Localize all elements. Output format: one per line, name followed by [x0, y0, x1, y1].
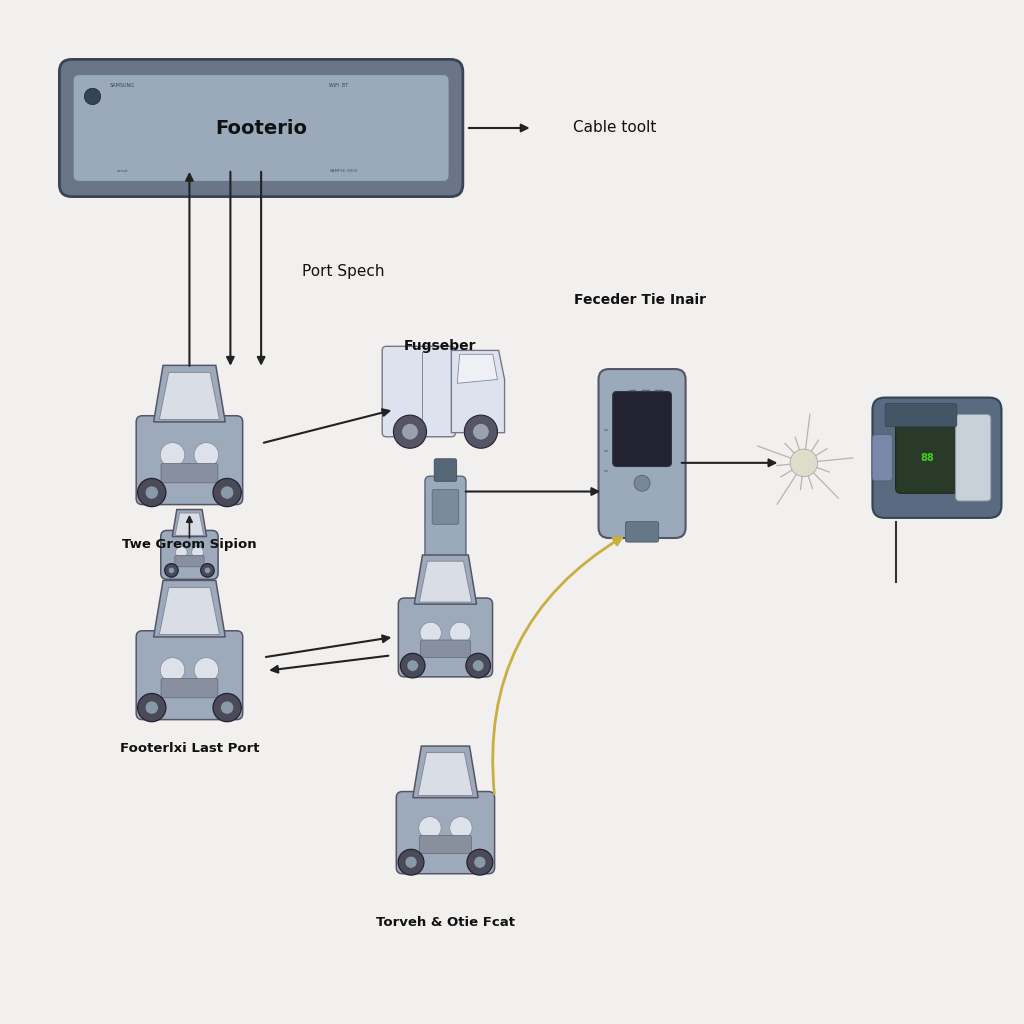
Text: Twe Greom Sipion: Twe Greom Sipion: [122, 538, 257, 551]
Circle shape: [191, 547, 204, 558]
FancyBboxPatch shape: [872, 397, 1001, 518]
Circle shape: [466, 653, 490, 678]
FancyBboxPatch shape: [161, 530, 218, 580]
Circle shape: [213, 693, 242, 722]
Circle shape: [205, 567, 211, 573]
Polygon shape: [154, 366, 225, 422]
Circle shape: [406, 856, 417, 868]
FancyBboxPatch shape: [872, 434, 893, 481]
Text: serial:: serial:: [117, 169, 130, 173]
Text: WiFi  BT: WiFi BT: [330, 83, 348, 88]
Circle shape: [474, 856, 485, 868]
FancyBboxPatch shape: [626, 521, 658, 542]
Polygon shape: [172, 510, 207, 537]
Circle shape: [201, 563, 214, 578]
FancyBboxPatch shape: [175, 555, 204, 567]
Polygon shape: [160, 588, 219, 635]
FancyBboxPatch shape: [612, 391, 672, 467]
Circle shape: [220, 486, 233, 499]
Text: 88: 88: [921, 453, 935, 463]
Circle shape: [175, 547, 187, 558]
FancyBboxPatch shape: [419, 836, 472, 854]
Circle shape: [137, 478, 166, 507]
FancyBboxPatch shape: [59, 59, 463, 197]
Circle shape: [195, 442, 219, 467]
Polygon shape: [452, 350, 505, 433]
Circle shape: [407, 659, 419, 672]
Circle shape: [450, 623, 471, 643]
Text: SAMSUNG: SAMSUNG: [110, 83, 134, 88]
Circle shape: [195, 657, 219, 682]
Circle shape: [634, 475, 650, 492]
Polygon shape: [415, 555, 476, 604]
Circle shape: [400, 653, 425, 678]
Text: SAMPLE-9000: SAMPLE-9000: [330, 169, 357, 173]
FancyBboxPatch shape: [136, 631, 243, 720]
Circle shape: [168, 567, 174, 573]
Polygon shape: [418, 753, 473, 796]
FancyBboxPatch shape: [896, 422, 957, 494]
Circle shape: [467, 849, 493, 876]
Circle shape: [145, 486, 159, 499]
Polygon shape: [154, 581, 225, 637]
Text: Feceder Tie Inair: Feceder Tie Inair: [574, 293, 706, 307]
Circle shape: [165, 563, 178, 578]
Polygon shape: [419, 561, 472, 602]
Circle shape: [473, 423, 489, 440]
Circle shape: [393, 415, 427, 449]
Circle shape: [137, 693, 166, 722]
Circle shape: [160, 442, 184, 467]
FancyBboxPatch shape: [398, 598, 493, 677]
FancyBboxPatch shape: [396, 792, 495, 873]
Text: Footerio: Footerio: [215, 119, 307, 137]
Circle shape: [450, 816, 472, 839]
FancyBboxPatch shape: [432, 489, 459, 524]
Circle shape: [464, 415, 498, 449]
Circle shape: [160, 657, 184, 682]
FancyBboxPatch shape: [136, 416, 243, 505]
FancyBboxPatch shape: [421, 640, 470, 657]
Polygon shape: [175, 513, 204, 536]
Circle shape: [472, 659, 484, 672]
Text: Footerlxi Last Port: Footerlxi Last Port: [120, 742, 259, 756]
Circle shape: [398, 849, 424, 876]
Polygon shape: [413, 746, 478, 798]
FancyBboxPatch shape: [885, 403, 956, 427]
Text: Cable toolt: Cable toolt: [573, 121, 656, 135]
Circle shape: [401, 423, 418, 440]
Circle shape: [213, 478, 242, 507]
Circle shape: [145, 701, 159, 714]
FancyBboxPatch shape: [955, 415, 991, 501]
FancyBboxPatch shape: [161, 464, 218, 483]
Circle shape: [791, 450, 817, 476]
Text: Port Spech: Port Spech: [302, 264, 385, 279]
Circle shape: [84, 88, 100, 104]
Polygon shape: [458, 354, 498, 383]
FancyBboxPatch shape: [382, 346, 456, 437]
FancyBboxPatch shape: [161, 679, 218, 698]
FancyBboxPatch shape: [434, 459, 457, 481]
FancyBboxPatch shape: [598, 369, 686, 538]
Text: Torveh & Otie Fcat: Torveh & Otie Fcat: [376, 916, 515, 930]
Circle shape: [420, 623, 441, 643]
Text: Fugseber: Fugseber: [404, 339, 476, 353]
Circle shape: [220, 701, 233, 714]
FancyBboxPatch shape: [73, 75, 450, 181]
FancyBboxPatch shape: [425, 476, 466, 563]
Polygon shape: [160, 373, 219, 420]
Circle shape: [419, 816, 441, 839]
